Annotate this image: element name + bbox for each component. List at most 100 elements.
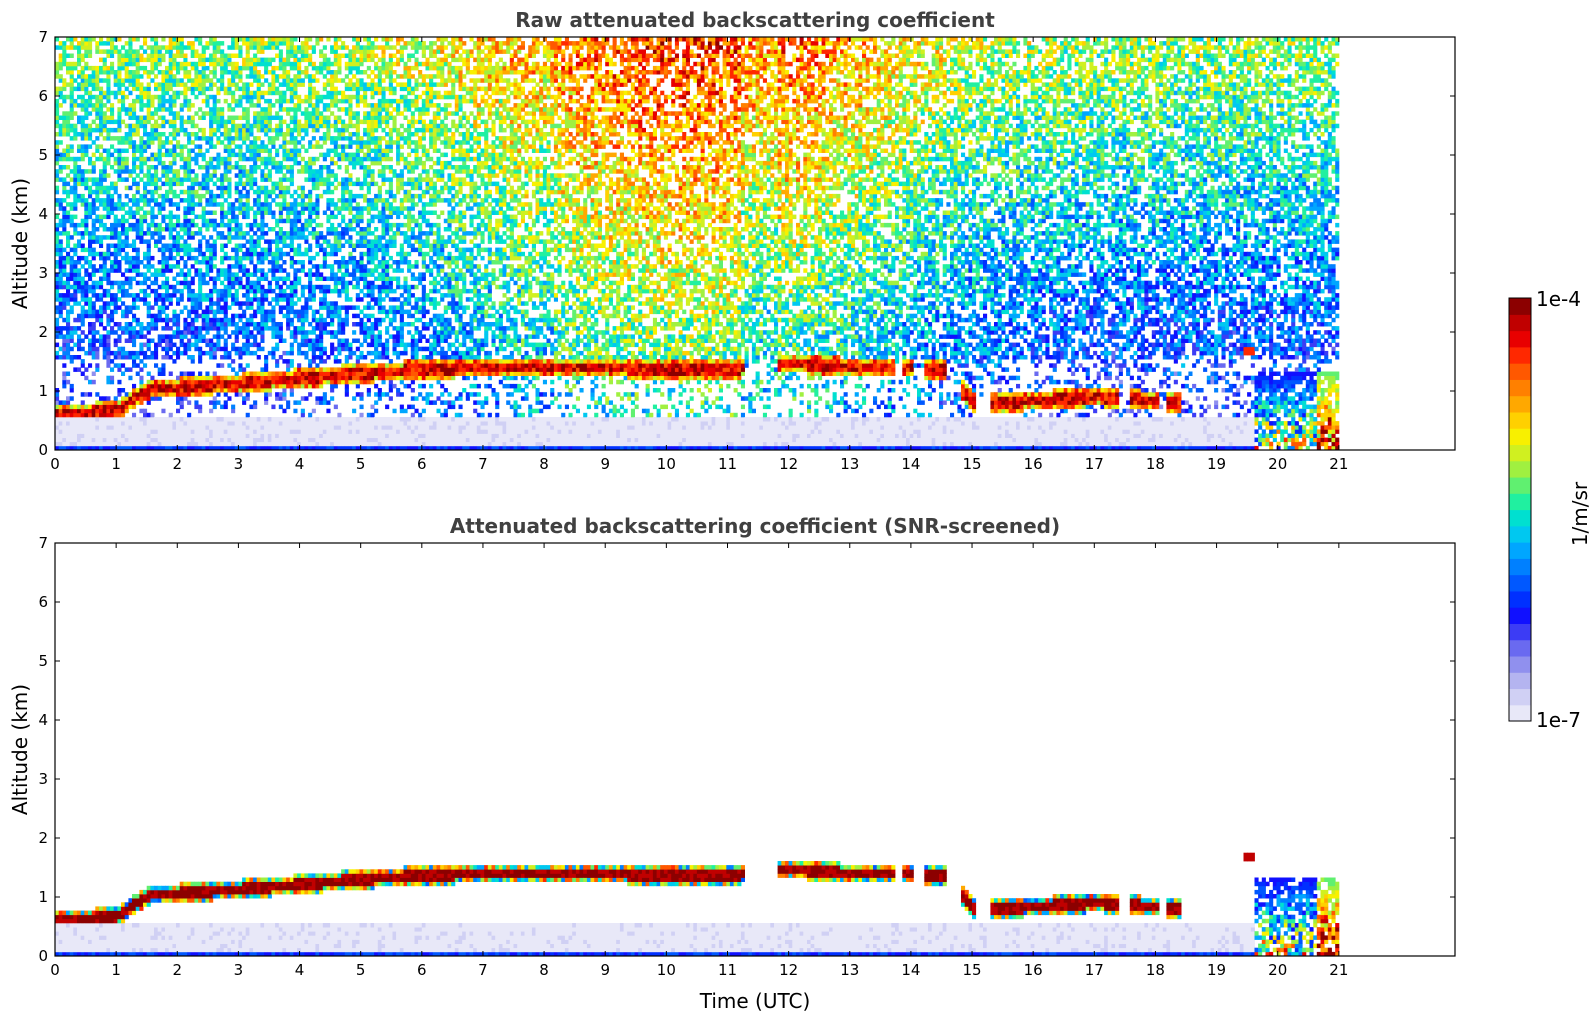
colorbar-segment [1509,672,1531,689]
x-tick-label: 7 [478,961,488,979]
y-tick-label: 0 [38,947,48,965]
raw-y-axis-label: Altitude (km) [8,178,32,309]
y-tick-label: 7 [38,534,48,552]
y-tick-label: 6 [38,593,48,611]
x-tick-label: 16 [1024,455,1043,473]
colorbar-segment [1509,461,1531,478]
snr-y-axis-label: Altitude (km) [8,684,32,815]
x-tick-label: 13 [840,455,859,473]
x-tick-label: 13 [840,961,859,979]
x-tick-label: 9 [600,455,610,473]
colorbar-min-label: 1e-7 [1536,708,1581,732]
x-tick-label: 0 [50,455,60,473]
x-tick-label: 6 [417,455,427,473]
x-tick-label: 8 [539,455,549,473]
colorbar-segment [1509,542,1531,559]
x-tick-label: 14 [901,961,920,979]
colorbar-segment [1509,705,1531,722]
figure: Raw attenuated backscattering coefficien… [0,0,1595,1020]
x-tick-label: 15 [962,961,981,979]
x-tick-label: 21 [1329,455,1348,473]
y-tick-label: 1 [38,888,48,906]
x-tick-label: 17 [1085,455,1104,473]
colorbar-segment [1509,347,1531,364]
raw-backscatter-panel: Raw attenuated backscattering coefficien… [8,8,1455,473]
colorbar-segment [1509,510,1531,527]
x-tick-label: 19 [1207,455,1226,473]
x-tick-label: 1 [111,961,121,979]
raw-panel-title: Raw attenuated backscattering coefficien… [515,8,995,32]
x-tick-label: 0 [50,961,60,979]
x-tick-label: 20 [1268,961,1287,979]
y-tick-label: 5 [38,652,48,670]
y-tick-label: 2 [38,829,48,847]
colorbar-segment [1509,640,1531,657]
colorbar-segment [1509,331,1531,348]
x-tick-label: 7 [478,455,488,473]
colorbar-segment [1509,575,1531,592]
y-tick-label: 1 [38,382,48,400]
x-tick-label: 12 [779,961,798,979]
colorbar-segment [1509,314,1531,331]
colorbar-segment [1509,396,1531,413]
x-tick-label: 12 [779,455,798,473]
colorbar-segment [1509,526,1531,543]
colorbar-segment [1509,591,1531,608]
colorbar-segment [1509,493,1531,510]
x-tick-label: 10 [657,455,676,473]
colorbar-segment [1509,607,1531,624]
colorbar-segments [1509,298,1531,722]
colorbar-max-label: 1e-4 [1536,287,1581,311]
colorbar-segment [1509,298,1531,315]
colorbar-segment [1509,444,1531,461]
x-tick-label: 1 [111,455,121,473]
raw-heatmap [55,37,1339,450]
snr-screened-panel: Attenuated backscattering coefficient (S… [8,514,1455,1013]
snr-panel-title: Attenuated backscattering coefficient (S… [450,514,1060,538]
y-tick-label: 6 [38,87,48,105]
x-tick-label: 19 [1207,961,1226,979]
x-tick-label: 4 [295,961,305,979]
x-tick-label: 18 [1146,455,1165,473]
x-axis-label: Time (UTC) [699,989,811,1013]
x-tick-label: 18 [1146,961,1165,979]
x-tick-label: 3 [234,455,244,473]
colorbar-segment [1509,379,1531,396]
y-tick-label: 2 [38,323,48,341]
colorbar-segment [1509,623,1531,640]
x-tick-label: 17 [1085,961,1104,979]
x-tick-label: 2 [172,961,182,979]
x-tick-label: 20 [1268,455,1287,473]
colorbar-segment [1509,558,1531,575]
y-tick-label: 4 [38,711,48,729]
y-tick-label: 0 [38,441,48,459]
colorbar-unit-label: 1/m/sr [1568,481,1592,546]
x-tick-label: 11 [718,961,737,979]
x-tick-label: 11 [718,455,737,473]
x-tick-label: 14 [901,455,920,473]
y-tick-label: 5 [38,146,48,164]
x-tick-label: 15 [962,455,981,473]
x-tick-label: 9 [600,961,610,979]
x-tick-label: 16 [1024,961,1043,979]
x-tick-label: 5 [356,961,366,979]
colorbar-segment [1509,363,1531,380]
x-tick-label: 5 [356,455,366,473]
y-tick-label: 4 [38,205,48,223]
x-tick-label: 10 [657,961,676,979]
colorbar-segment [1509,688,1531,705]
x-tick-label: 8 [539,961,549,979]
x-tick-label: 4 [295,455,305,473]
x-tick-label: 6 [417,961,427,979]
colorbar: 1e-4 1e-7 1/m/sr [1509,287,1592,732]
y-tick-label: 3 [38,770,48,788]
y-tick-label: 7 [38,28,48,46]
x-tick-label: 2 [172,455,182,473]
colorbar-segment [1509,477,1531,494]
colorbar-segment [1509,656,1531,673]
x-tick-label: 21 [1329,961,1348,979]
colorbar-segment [1509,428,1531,445]
x-tick-label: 3 [234,961,244,979]
y-tick-label: 3 [38,264,48,282]
colorbar-segment [1509,412,1531,429]
